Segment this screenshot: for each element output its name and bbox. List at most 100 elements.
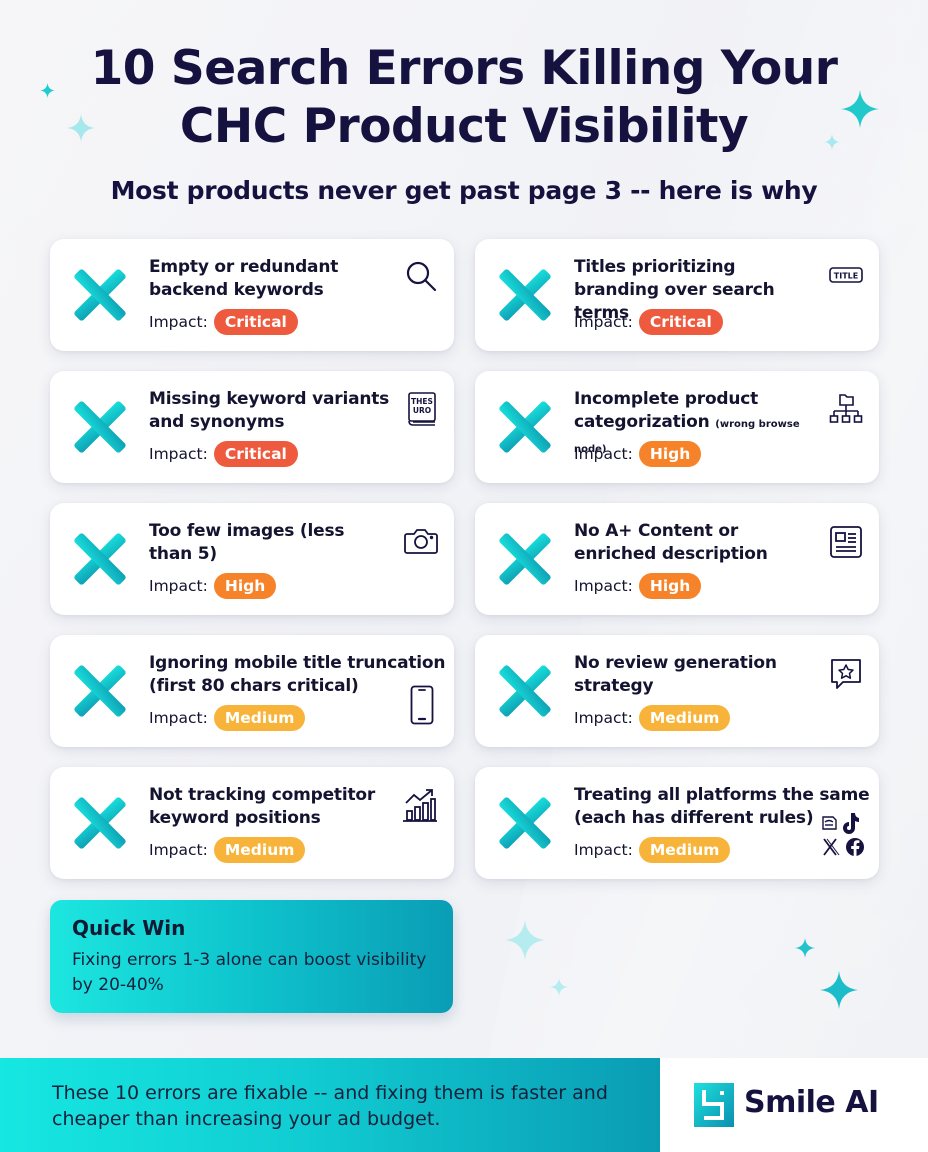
impact-row: Impact: Medium (149, 705, 306, 731)
x-mark-icon (72, 795, 128, 851)
x-mark-icon (72, 267, 128, 323)
impact-row: Impact: Critical (574, 309, 723, 335)
title-line-1: 10 Search Errors Killing Your (90, 41, 838, 96)
marketplace-icon (822, 816, 837, 830)
footer-message: These 10 errors are fixable -- and fixin… (52, 1082, 608, 1130)
x-mark-icon (497, 663, 553, 719)
impact-label: Impact: (149, 709, 208, 727)
error-title: Titles prioritizing branding over search… (574, 257, 775, 323)
quick-win-title: Quick Win (72, 916, 186, 940)
impact-badge-medium: Medium (638, 705, 731, 731)
error-title-note: (wrong browse node) (574, 419, 800, 455)
x-mark-icon (72, 663, 128, 719)
sparkle-decoration (40, 82, 55, 99)
impact-badge-medium: Medium (213, 837, 306, 863)
impact-label: Impact: (149, 577, 208, 595)
x-mark-icon (497, 531, 553, 587)
sitemap-hierarchy-icon (829, 393, 863, 427)
x-mark-icon (72, 399, 128, 455)
svg-text:TITLE: TITLE (834, 272, 858, 281)
search-icon (404, 259, 438, 293)
impact-badge-high: High (638, 573, 702, 599)
impact-label: Impact: (149, 313, 208, 331)
error-card-4: Incomplete product categorization (wrong… (475, 371, 879, 483)
smartphone-icon (410, 685, 434, 725)
trending-bar-chart-icon (402, 787, 438, 823)
svg-text:THES: THES (411, 397, 433, 406)
impact-row: Impact: High (574, 441, 702, 467)
tiktok-icon (843, 813, 859, 834)
error-title: No A+ Content or enriched description (574, 521, 768, 564)
error-title: Incomplete product categorization (wrong… (574, 388, 834, 461)
error-title: Missing keyword variants and synonyms (149, 389, 390, 432)
error-card-2: Titles prioritizing branding over search… (475, 239, 879, 351)
x-mark-icon (497, 267, 553, 323)
impact-label: Impact: (574, 445, 633, 463)
sparkle-decoration (841, 90, 879, 128)
error-card-9: Not tracking competitor keyword position… (50, 767, 454, 879)
impact-row: Impact: High (149, 573, 277, 599)
sparkle-decoration (795, 937, 815, 959)
x-mark-icon (72, 531, 128, 587)
svg-text:URO: URO (413, 406, 431, 415)
camera-icon (404, 527, 438, 555)
impact-badge-high: High (213, 573, 277, 599)
impact-label: Impact: (574, 841, 633, 859)
sparkle-decoration (820, 970, 858, 1010)
impact-badge-medium: Medium (213, 705, 306, 731)
footer: These 10 errors are fixable -- and fixin… (0, 1058, 928, 1152)
x-mark-icon (497, 399, 553, 455)
impact-row: Impact: Critical (149, 441, 298, 467)
error-title-main: Incomplete product categorization (574, 389, 759, 432)
page-subtitle: Most products never get past page 3 -- h… (110, 176, 818, 205)
error-title: No review generation strategy (574, 653, 777, 696)
error-card-8: No review generation strategy Impact: Me… (475, 635, 879, 747)
impact-badge-critical: Critical (213, 441, 298, 467)
brand-panel: Smile AI (660, 1058, 928, 1152)
title-tag-icon: TITLE (829, 267, 863, 283)
error-title: Treating all platforms the same (each ha… (574, 785, 870, 828)
impact-row: Impact: High (574, 573, 702, 599)
quick-win-callout: Quick Win Fixing errors 1-3 alone can bo… (50, 900, 453, 1013)
impact-row: Impact: Medium (574, 837, 731, 863)
x-twitter-icon (823, 838, 840, 856)
sparkle-decoration (824, 133, 840, 151)
article-layout-icon (829, 525, 863, 559)
footer-message-panel: These 10 errors are fixable -- and fixin… (0, 1058, 660, 1152)
impact-badge-medium: Medium (638, 837, 731, 863)
error-card-7: Ignoring mobile title truncation (first … (50, 635, 454, 747)
smile-ai-logo-icon (694, 1083, 734, 1127)
x-mark-icon (497, 795, 553, 851)
quick-win-body: Fixing errors 1-3 alone can boost visibi… (72, 950, 427, 995)
error-title: Ignoring mobile title truncation (first … (149, 653, 446, 696)
sparkle-decoration (67, 113, 95, 143)
thesaurus-book-icon: THES URO (406, 391, 438, 427)
error-card-10: Treating all platforms the same (each ha… (475, 767, 879, 879)
facebook-icon (846, 838, 864, 856)
error-card-1: Empty or redundant backend keywords Impa… (50, 239, 454, 351)
sparkle-decoration (550, 977, 568, 997)
impact-badge-critical: Critical (638, 309, 723, 335)
impact-label: Impact: (574, 577, 633, 595)
impact-badge-high: High (638, 441, 702, 467)
page-title: 10 Search Errors Killing Your CHC Produc… (0, 40, 928, 156)
impact-label: Impact: (149, 445, 208, 463)
brand-name: Smile AI (744, 1085, 879, 1120)
sparkle-decoration (505, 920, 545, 960)
impact-row: Impact: Medium (574, 705, 731, 731)
impact-badge-critical: Critical (213, 309, 298, 335)
error-title: Not tracking competitor keyword position… (149, 785, 376, 828)
impact-label: Impact: (574, 709, 633, 727)
title-line-2: CHC Product Visibility (179, 99, 749, 154)
error-title: Empty or redundant backend keywords (149, 257, 339, 300)
error-card-6: No A+ Content or enriched description Im… (475, 503, 879, 615)
social-platforms-icons (821, 811, 865, 859)
impact-label: Impact: (574, 313, 633, 331)
star-review-bubble-icon (829, 657, 863, 691)
impact-label: Impact: (149, 841, 208, 859)
error-card-5: Too few images (less than 5) Impact: Hig… (50, 503, 454, 615)
impact-row: Impact: Medium (149, 837, 306, 863)
error-card-3: Missing keyword variants and synonyms Im… (50, 371, 454, 483)
error-title: Too few images (less than 5) (149, 521, 345, 564)
impact-row: Impact: Critical (149, 309, 298, 335)
